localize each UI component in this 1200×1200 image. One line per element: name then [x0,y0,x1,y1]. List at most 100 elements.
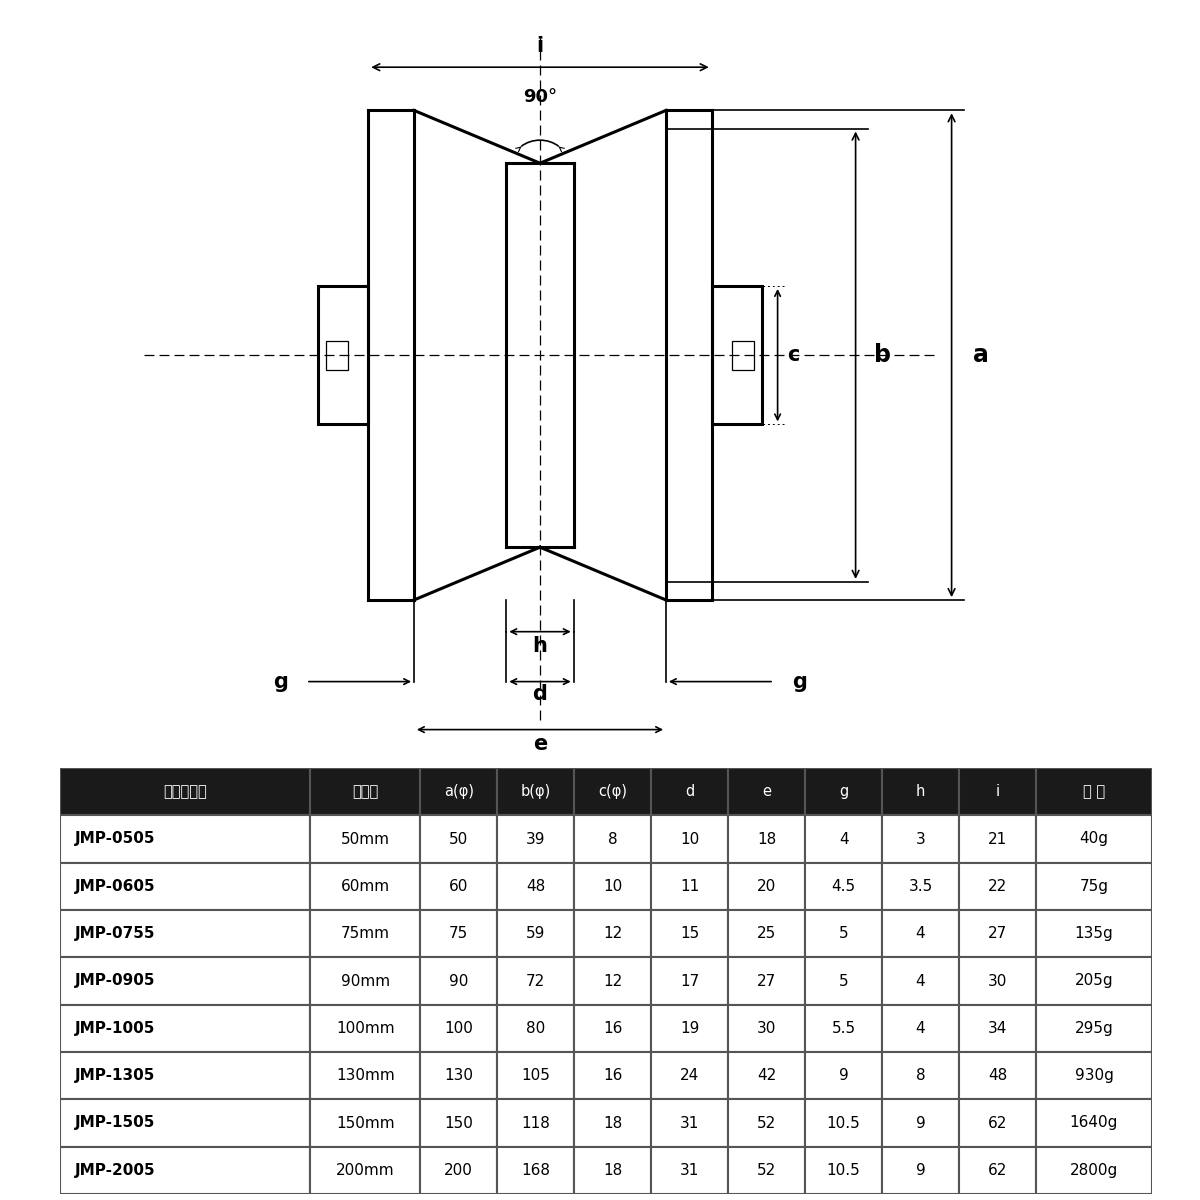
Text: 16: 16 [604,1068,623,1084]
Bar [728,1052,805,1099]
Bar [311,1052,420,1099]
Text: 9: 9 [916,1116,925,1130]
Bar [728,1004,805,1052]
Bar [1036,1004,1152,1052]
Text: 27: 27 [757,973,776,989]
Text: 34: 34 [988,1021,1007,1036]
Bar [420,815,497,863]
Bar [805,1147,882,1194]
Bar [959,1099,1036,1147]
Text: 48: 48 [526,878,545,894]
Text: 12: 12 [604,926,623,941]
Bar [60,1099,311,1147]
Text: 8: 8 [608,832,618,846]
Text: 31: 31 [680,1163,700,1178]
Text: 10.5: 10.5 [827,1163,860,1178]
Text: 60mm: 60mm [341,878,390,894]
Text: b(φ): b(φ) [521,784,551,799]
Text: 17: 17 [680,973,700,989]
Bar [497,815,575,863]
Text: 15: 15 [680,926,700,941]
Text: g: g [274,672,288,691]
Bar [959,1147,1036,1194]
Bar [728,815,805,863]
Bar [882,1147,959,1194]
Text: 8: 8 [916,1068,925,1084]
Bar [575,910,652,958]
Text: 10.5: 10.5 [827,1116,860,1130]
Text: 16: 16 [604,1021,623,1036]
Text: e: e [762,784,772,799]
Text: JMP-2005: JMP-2005 [76,1163,156,1178]
Text: 30: 30 [757,1021,776,1036]
Bar [311,1099,420,1147]
Bar [497,958,575,1004]
Bar [882,1052,959,1099]
Text: a: a [973,343,989,367]
Bar [1036,910,1152,958]
Text: サイズ: サイズ [353,784,378,799]
Bar [1036,863,1152,910]
Text: 18: 18 [604,1116,623,1130]
Text: i: i [996,784,1000,799]
Text: 10: 10 [604,878,623,894]
Bar [497,1052,575,1099]
Bar [60,910,311,958]
Bar [60,863,311,910]
Text: JMP-1305: JMP-1305 [76,1068,155,1084]
Text: d: d [685,784,695,799]
Text: 30: 30 [988,973,1007,989]
Text: 18: 18 [604,1163,623,1178]
Bar [652,958,728,1004]
Text: 90mm: 90mm [341,973,390,989]
Text: 3: 3 [916,832,925,846]
Bar [1036,1147,1152,1194]
Text: 50mm: 50mm [341,832,390,846]
Text: 62: 62 [988,1116,1007,1130]
Bar [311,910,420,958]
Text: 48: 48 [988,1068,1007,1084]
Text: 200mm: 200mm [336,1163,395,1178]
Bar [959,1052,1036,1099]
Bar [420,1147,497,1194]
Bar [805,958,882,1004]
Text: 52: 52 [757,1163,776,1178]
Text: a(φ): a(φ) [444,784,474,799]
Text: 12: 12 [604,973,623,989]
Text: 150: 150 [444,1116,473,1130]
Text: 100: 100 [444,1021,473,1036]
Bar [805,768,882,815]
Bar [420,1099,497,1147]
Text: i: i [536,36,544,55]
Bar [652,1052,728,1099]
Bar [728,958,805,1004]
Bar [882,863,959,910]
Bar [1036,768,1152,815]
Bar [805,1052,882,1099]
Bar [652,815,728,863]
Bar [497,1099,575,1147]
Bar [575,958,652,1004]
Bar [805,863,882,910]
Text: 130: 130 [444,1068,473,1084]
Bar [420,1004,497,1052]
Text: 150mm: 150mm [336,1116,395,1130]
Text: 22: 22 [988,878,1007,894]
Text: JMP-0905: JMP-0905 [76,973,156,989]
Bar [311,863,420,910]
Bar [805,1004,882,1052]
Bar [575,815,652,863]
Bar [652,1099,728,1147]
Bar [652,910,728,958]
Text: b: b [874,343,890,367]
Bar [959,910,1036,958]
Bar [575,1052,652,1099]
Text: 4: 4 [916,1021,925,1036]
Text: 90°: 90° [523,88,557,106]
Text: 4: 4 [839,832,848,846]
Text: 2800g: 2800g [1070,1163,1118,1178]
Text: 100mm: 100mm [336,1021,395,1036]
Text: 90: 90 [449,973,468,989]
Text: JMP-0505: JMP-0505 [76,832,156,846]
Bar [728,768,805,815]
